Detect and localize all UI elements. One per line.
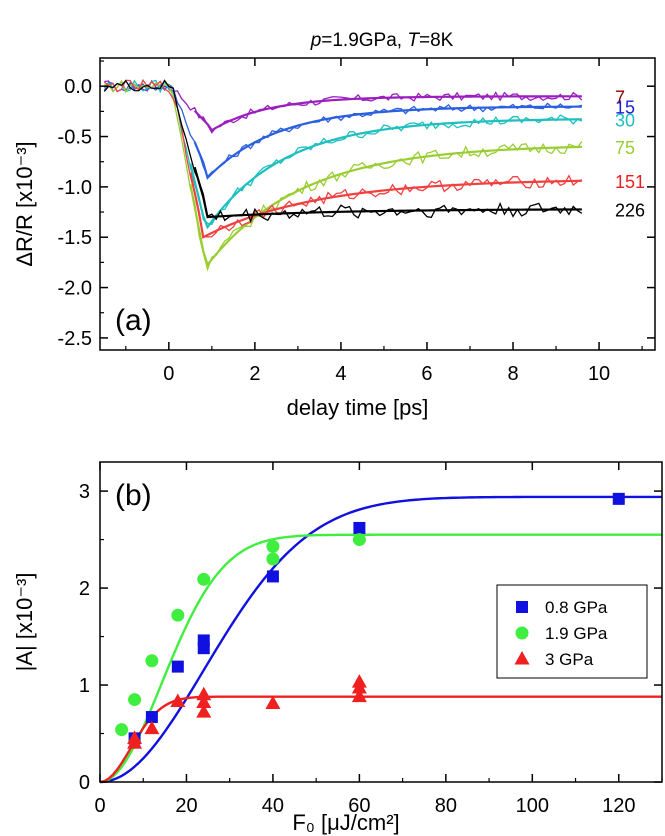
legend-marker-circle <box>515 626 529 640</box>
data-point-square <box>353 521 366 534</box>
legend-marker-square <box>516 601 528 613</box>
legend: 0.8 GPa 1.9 GPa 3 GPa <box>496 584 648 679</box>
x-axis-title-a: delay time [ps] <box>287 395 429 420</box>
y-tick-label-b: 0 <box>79 772 90 794</box>
data-point-triangle <box>196 686 212 701</box>
x-tick-label-b: 20 <box>175 795 197 817</box>
fit-75 <box>189 145 582 267</box>
data-point-triangle <box>144 720 160 735</box>
legend-marker-triangle <box>514 651 530 665</box>
data-point-triangle <box>127 730 143 744</box>
fluence-label-226: 226 <box>615 200 645 220</box>
fit-226 <box>193 166 582 219</box>
y-tick-label-b: 1 <box>79 675 90 697</box>
data-point-triangle <box>170 693 186 708</box>
fluence-label-30: 30 <box>615 110 635 130</box>
panel-label-b: (b) <box>115 479 152 512</box>
legend-label: 0.8 GPa <box>545 598 608 617</box>
data-point-square <box>197 634 210 647</box>
y-axis-title-a: ΔR/R [x10⁻³] <box>12 141 37 266</box>
x-tick-label-b: 80 <box>435 795 457 817</box>
data-point-circle <box>128 693 142 707</box>
fit-curve-2 <box>99 695 662 784</box>
x-tick-label-a: 10 <box>588 363 610 385</box>
data-point-triangle <box>351 674 367 688</box>
data-point-circle <box>145 654 159 668</box>
fluence-label-75: 75 <box>615 138 635 158</box>
legend-label: 1.9 GPa <box>545 624 608 643</box>
fit-curve-1 <box>99 533 662 784</box>
x-tick-label-a: 6 <box>421 363 432 385</box>
data-point-circle <box>115 723 129 737</box>
x-axis-title-b: F₀ [μJ/cm²] <box>292 810 399 835</box>
y-tick-label-a: -1.5 <box>58 227 92 249</box>
data-point-circle <box>197 572 211 586</box>
legend-label: 3 GPa <box>545 650 594 669</box>
fluence-label-7: 7 <box>615 87 625 107</box>
data-point-triangle <box>196 694 212 708</box>
plot-frame-b <box>99 461 663 783</box>
data-point-square <box>612 492 625 505</box>
title-part: =1.9GPa, <box>321 30 407 51</box>
plot-title-a: p=1.9GPa, T=8K <box>310 30 454 51</box>
trace-226 <box>103 79 583 223</box>
title-part: =8K <box>419 30 454 51</box>
x-tick-label-a: 0 <box>163 363 174 385</box>
fit-7 <box>193 95 582 132</box>
x-tick-label-a: 8 <box>507 363 518 385</box>
x-tick-label-b: 60 <box>348 795 370 817</box>
panel-b: 0 20 40 60 80 100 120 0 1 2 3 F₀ [μJ/cm²] |A| [x10⁻³… <box>12 461 663 835</box>
fluence-label-151: 151 <box>615 172 645 192</box>
data-point-circle <box>352 533 366 547</box>
data-point-circle <box>266 552 280 566</box>
y-axis-title-b: |A| [x10⁻³] <box>12 573 37 672</box>
x-tick-label-b: 40 <box>262 795 284 817</box>
plot-frame-a <box>99 57 656 351</box>
data-point-square <box>171 660 184 673</box>
title-part: T <box>407 30 420 51</box>
y-tick-label-b: 3 <box>79 481 90 503</box>
x-tick-label-b: 120 <box>602 795 635 817</box>
fit-curve-0 <box>99 495 663 784</box>
data-point-circle <box>171 608 185 622</box>
data-point-circle <box>266 539 280 553</box>
x-tick-label-a: 2 <box>249 363 260 385</box>
data-point-triangle <box>265 695 281 709</box>
y-tick-label-b: 2 <box>79 578 90 600</box>
data-point-triangle <box>351 688 367 703</box>
y-tick-label-a: 0.0 <box>64 76 92 98</box>
data-point-square <box>266 570 279 583</box>
y-tick-label-a: -0.5 <box>58 127 92 149</box>
y-tick-label-a: -2.0 <box>58 278 92 300</box>
fluence-label-15: 15 <box>615 98 635 118</box>
data-point-triangle <box>196 704 212 718</box>
fit-15 <box>193 105 582 180</box>
x-tick-label-a: 4 <box>335 363 346 385</box>
y-tick-label-a: -1.0 <box>58 177 92 199</box>
x-tick-label-b: 100 <box>516 795 549 817</box>
x-tick-label-b: 0 <box>94 795 105 817</box>
title-part: p <box>310 30 322 51</box>
data-point-square <box>145 711 158 724</box>
panel-label-a: (a) <box>115 304 152 337</box>
y-tick-label-a: -2.5 <box>58 328 92 350</box>
fit-30 <box>189 118 582 230</box>
trace-75 <box>104 79 583 272</box>
